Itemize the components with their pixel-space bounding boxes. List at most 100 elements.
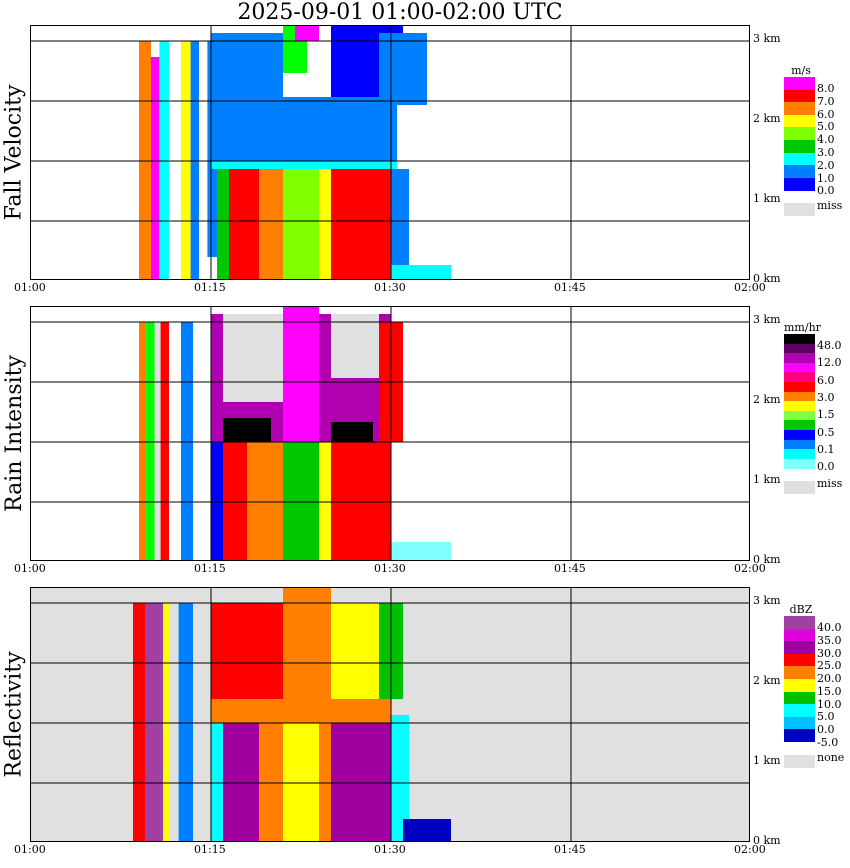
field-cell <box>391 542 451 560</box>
colorbar-label: 0.0 <box>817 184 835 198</box>
plot-area-fall-velocity <box>30 25 750 280</box>
field-cell <box>211 603 283 699</box>
colorbar-swatch <box>784 430 815 440</box>
colorbar-swatch <box>784 114 815 128</box>
colorbar-label: 20.0 <box>817 672 842 686</box>
x-tick-label: 02:00 <box>734 562 766 575</box>
colorbar-swatch <box>784 353 815 364</box>
field-cell <box>223 418 271 442</box>
colorbar-label: 0.0 <box>817 723 835 737</box>
y-tick-label: 3 km <box>753 313 781 326</box>
colorbar-label: 0.0 <box>817 460 835 474</box>
colorbar-label: 3.0 <box>817 145 835 159</box>
colorbar-missing-swatch <box>784 203 815 217</box>
colorbar-label: 10.0 <box>817 697 842 711</box>
colorbar-swatch <box>784 343 815 354</box>
colorbar-missing-swatch <box>784 481 815 495</box>
field-cell <box>319 723 331 841</box>
y-tick-label: 3 km <box>753 594 781 607</box>
colorbar-label: 5.0 <box>817 120 835 134</box>
colorbar-missing-label: miss <box>817 477 843 491</box>
colorbar-swatch <box>784 102 815 116</box>
colorbar-label: 1.0 <box>817 171 835 185</box>
colorbar-swatch <box>784 628 815 642</box>
colorbar-label: 0.5 <box>817 425 835 439</box>
chart-title: 2025-09-01 01:00-02:00 UTC <box>237 0 563 25</box>
field-cell <box>139 322 147 560</box>
colorbar-swatch <box>784 704 815 718</box>
colorbar-swatch <box>784 666 815 680</box>
colorbar-swatch <box>784 439 815 450</box>
x-tick-label: 02:00 <box>734 281 766 294</box>
plot-area-reflectivity <box>30 587 750 842</box>
colorbar-swatch <box>784 391 815 402</box>
x-tick-label: 01:15 <box>194 843 226 856</box>
colorbar-label: 3.0 <box>817 391 835 405</box>
field-cell <box>319 442 331 560</box>
field-cell <box>295 26 319 41</box>
field-cell <box>211 33 283 97</box>
y-tick-label: 2 km <box>753 112 781 125</box>
colorbar-swatch <box>784 77 815 90</box>
colorbar-unit: m/s <box>791 64 811 77</box>
field-cell <box>211 723 223 841</box>
colorbar-swatch <box>784 729 815 743</box>
y-tick-label: 0 km <box>753 834 781 847</box>
field-cell <box>146 322 155 560</box>
x-tick-label: 01:45 <box>554 281 586 294</box>
colorbar-missing-label: miss <box>817 199 843 213</box>
field-cell <box>181 41 191 279</box>
colorbar-swatch <box>784 691 815 705</box>
field-cell <box>331 422 373 442</box>
field-cell <box>283 588 331 643</box>
colorbar-swatch <box>784 334 815 344</box>
colorbar-swatch <box>784 420 815 431</box>
y-tick-label: 1 km <box>753 754 781 767</box>
colorbar-label: 0.1 <box>817 443 835 457</box>
colorbar-label: 5.0 <box>817 710 835 724</box>
colorbar-label: 7.0 <box>817 94 835 108</box>
field-cell <box>190 41 199 279</box>
colorbar-swatch <box>784 716 815 730</box>
colorbar-swatch <box>784 177 815 191</box>
colorbar-label: 48.0 <box>817 339 842 352</box>
field-cell <box>331 603 379 699</box>
field-cell <box>331 314 379 378</box>
colorbar-label: 6.0 <box>817 107 835 121</box>
colorbar-swatch <box>784 458 815 469</box>
colorbar-swatch <box>784 410 815 421</box>
colorbar-swatch <box>784 152 815 166</box>
plot-area-rain-intensity <box>30 306 750 561</box>
field-cell <box>379 33 427 105</box>
x-tick-label: 01:30 <box>374 562 406 575</box>
field-cell <box>391 169 409 265</box>
y-tick-label: 2 km <box>753 393 781 406</box>
field-cell <box>403 819 451 841</box>
field-cell <box>159 41 169 279</box>
colorbar-swatch <box>784 641 815 655</box>
y-tick-label: 0 km <box>753 553 781 566</box>
x-tick-label: 01:15 <box>194 281 226 294</box>
x-tick-label: 01:45 <box>554 562 586 575</box>
colorbar-swatch <box>784 165 815 179</box>
colorbar-label: 8.0 <box>817 82 835 95</box>
field-cell <box>163 603 169 841</box>
x-tick-label: 02:00 <box>734 843 766 856</box>
colorbar-swatch <box>784 140 815 153</box>
x-tick-label: 01:30 <box>374 281 406 294</box>
y-axis-label: Rain Intensity <box>1 355 27 512</box>
x-tick-label: 01:45 <box>554 843 586 856</box>
field-cell <box>211 161 397 169</box>
colorbar-label: 6.0 <box>817 373 835 387</box>
colorbar-label: -5.0 <box>817 735 839 749</box>
field-cell <box>391 265 451 279</box>
colorbar-swatch <box>784 653 815 667</box>
field-cell <box>283 442 319 560</box>
colorbar-missing-swatch <box>784 755 815 768</box>
colorbar-swatch <box>784 372 815 383</box>
y-tick-label: 1 km <box>753 192 781 205</box>
colorbar-label: 15.0 <box>817 684 842 698</box>
y-tick-label: 1 km <box>753 473 781 486</box>
colorbar-swatch <box>784 382 815 392</box>
colorbar-swatch <box>784 616 815 629</box>
